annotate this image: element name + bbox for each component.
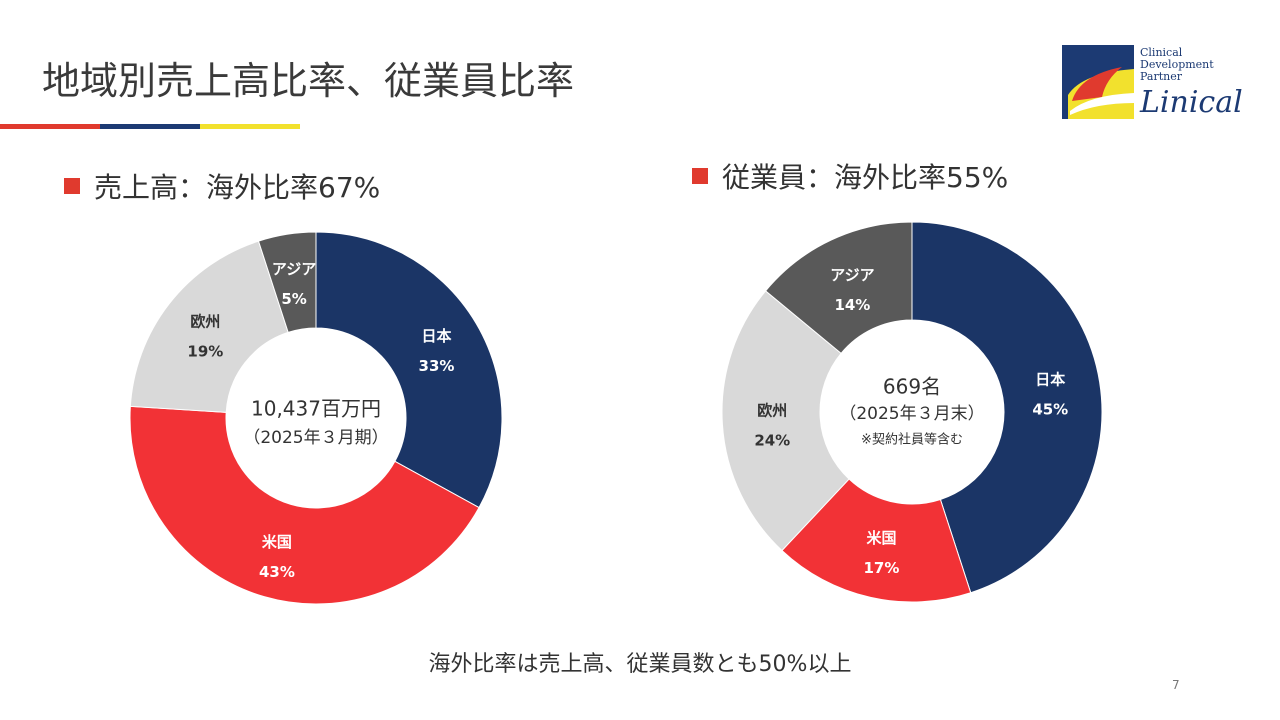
sales-heading-text: 売上高：海外比率67%	[94, 171, 381, 204]
accent-bar-red	[0, 124, 100, 129]
slice-label: 欧州	[190, 313, 220, 331]
slice-label: 米国	[866, 529, 896, 547]
slice-label: 日本	[421, 327, 451, 345]
donut-slice-employees-0	[911, 221, 1103, 594]
slice-value: 14%	[834, 296, 870, 314]
accent-bar-blue	[100, 124, 200, 129]
logo-tagline-3: Partner	[1140, 70, 1182, 83]
slice-value: 45%	[1032, 401, 1068, 419]
slice-label: 日本	[1035, 371, 1065, 389]
slice-value: 17%	[864, 559, 900, 577]
slice-value: 24%	[754, 431, 790, 449]
donut-slice-employees-2	[721, 290, 850, 552]
accent-bar-yellow	[200, 124, 300, 129]
slice-value: 19%	[187, 343, 223, 361]
donut-slice-sales-0	[315, 231, 503, 509]
sales-heading: 売上高：海外比率67%	[64, 166, 380, 206]
donut-slice-sales-1	[129, 405, 480, 605]
page-number: 7	[1172, 678, 1180, 692]
donut-slice-employees-3	[764, 221, 913, 355]
slice-value: 43%	[259, 563, 295, 581]
company-logo: Clinical Development Partner Linical	[1062, 45, 1262, 125]
logo-mark-icon	[1062, 45, 1134, 119]
employee-heading: 従業員：海外比率55%	[692, 156, 1008, 196]
logo-tagline: Clinical Development Partner	[1140, 47, 1214, 83]
logo-tagline-1: Clinical	[1140, 46, 1183, 59]
bullet-square-icon	[692, 168, 708, 184]
slice-value: 5%	[281, 290, 306, 308]
page-title: 地域別売上高比率、従業員比率	[42, 59, 575, 103]
slice-label: アジア	[830, 266, 874, 284]
donut-slice-employees-1	[781, 478, 972, 603]
donut-center-text: （2025年３月期）	[243, 428, 388, 448]
donut-center-text: ※契約社員等含む	[861, 432, 963, 448]
donut-center-text: （2025年３月末）	[839, 404, 984, 424]
bullet-square-icon	[64, 178, 80, 194]
slice-label: 米国	[262, 533, 292, 551]
donut-center-text: 10,437百万円	[251, 397, 381, 421]
footer-note: 海外比率は売上高、従業員数とも50%以上	[428, 652, 852, 677]
slice-value: 33%	[419, 357, 455, 375]
donut-center-text: 669名	[883, 375, 941, 399]
slice-label: 欧州	[757, 401, 787, 419]
logo-tagline-2: Development	[1140, 58, 1214, 71]
logo-name: Linical	[1140, 85, 1243, 120]
slice-label: アジア	[272, 260, 316, 278]
employee-heading-text: 従業員：海外比率55%	[722, 161, 1009, 194]
donut-slice-sales-3	[257, 231, 317, 334]
donut-slice-sales-2	[129, 240, 289, 413]
